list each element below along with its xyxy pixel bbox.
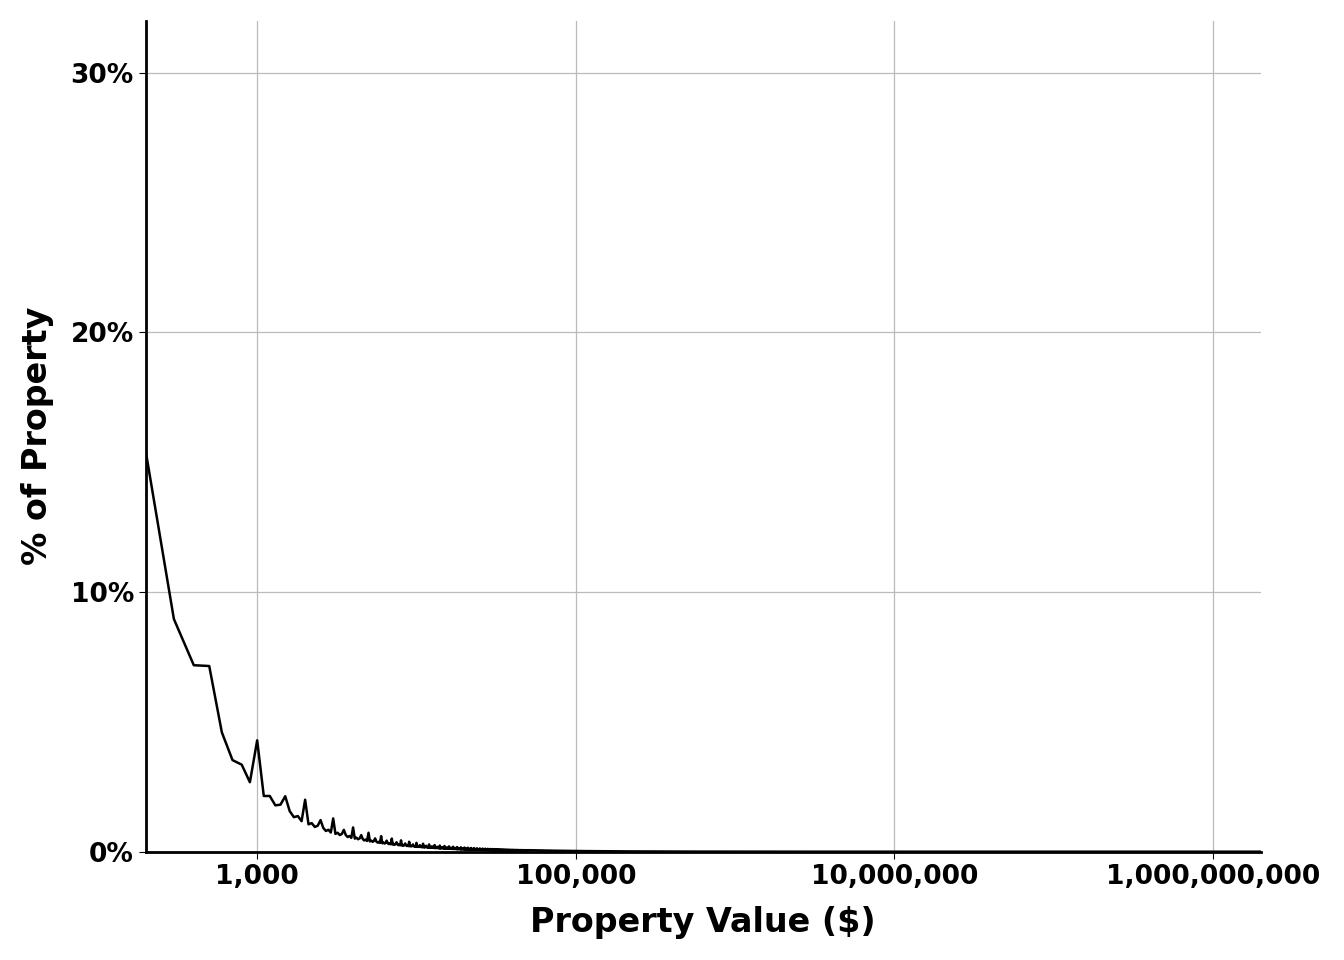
Y-axis label: % of Property: % of Property xyxy=(22,307,54,565)
X-axis label: Property Value ($): Property Value ($) xyxy=(531,906,876,939)
